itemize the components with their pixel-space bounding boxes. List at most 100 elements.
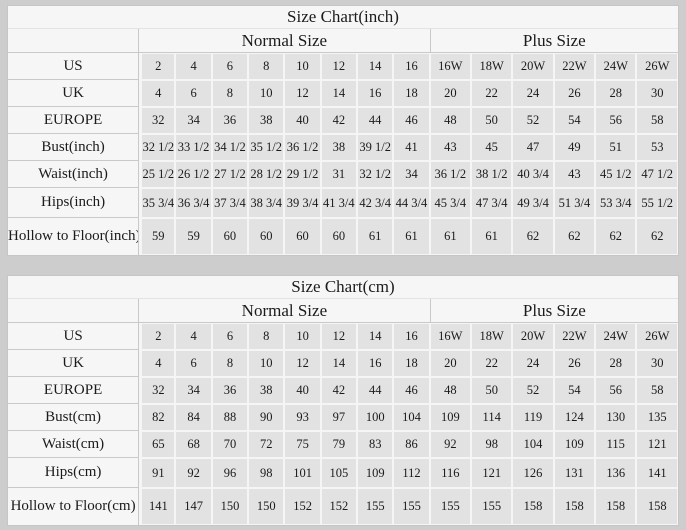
size-value-cell: 131 <box>553 458 596 488</box>
row-label: US <box>8 323 140 350</box>
size-value-cell: 98 <box>248 458 285 488</box>
size-value-cell: 155 <box>393 488 430 525</box>
size-value-cell: 42 3/4 <box>357 188 394 218</box>
size-value-cell: 26 <box>553 80 596 107</box>
size-value-cell: 49 <box>553 134 596 161</box>
size-value-cell: 10 <box>248 80 285 107</box>
table-row: Hollow to Floor(inch) 59 59 60 60 60 60 61 61 61 6… <box>8 218 678 255</box>
size-value-cell: 6 <box>211 53 249 80</box>
size-value-cell: 24 <box>512 350 554 377</box>
table-row: EUROPE 32 34 36 38 40 42 44 46 48 50 52 54 56 58 <box>8 107 678 134</box>
size-value-cell: 26 1/2 <box>175 161 212 188</box>
group-spacer-cell <box>8 299 140 323</box>
size-value-cell: 150 <box>248 488 285 525</box>
size-value-cell: 10 <box>248 350 285 377</box>
size-value-cell: 51 3/4 <box>553 188 596 218</box>
size-value-cell: 104 <box>393 404 430 431</box>
size-value-cell: 36 1/2 <box>429 161 471 188</box>
size-value-cell: 28 <box>595 350 637 377</box>
size-value-cell: 30 <box>636 350 678 377</box>
size-value-cell: 20 <box>429 80 471 107</box>
size-value-cell: 109 <box>553 431 596 458</box>
size-value-cell: 96 <box>211 458 249 488</box>
size-value-cell: 136 <box>595 458 637 488</box>
size-value-cell: 59 <box>139 218 176 255</box>
row-label: Waist(cm) <box>8 431 140 458</box>
size-value-cell: 50 <box>471 377 513 404</box>
size-value-cell: 60 <box>211 218 249 255</box>
table-row: US 2 4 6 8 10 12 14 16 16W 18W 20W 22W 24W 26W <box>8 323 678 350</box>
size-value-cell: 38 3/4 <box>248 188 285 218</box>
size-value-cell: 61 <box>393 218 430 255</box>
size-value-cell: 14 <box>320 80 358 107</box>
size-value-cell: 6 <box>175 80 212 107</box>
size-value-cell: 58 <box>636 377 678 404</box>
size-value-cell: 48 <box>429 377 472 404</box>
size-value-cell: 82 <box>139 404 176 431</box>
size-value-cell: 60 <box>248 218 285 255</box>
size-value-cell: 62 <box>595 218 637 255</box>
size-value-cell: 24 <box>512 80 554 107</box>
size-value-cell: 115 <box>595 431 637 458</box>
size-value-cell: 158 <box>636 488 678 525</box>
size-value-cell: 61 <box>471 218 513 255</box>
size-value-cell: 109 <box>357 458 394 488</box>
size-value-cell: 51 <box>595 134 637 161</box>
size-value-cell: 6 <box>175 350 212 377</box>
size-value-cell: 32 <box>139 377 176 404</box>
size-value-cell: 54 <box>553 107 596 134</box>
size-chart-cm-body: US 2 4 6 8 10 12 14 16 16W 18W 20W 22W 24W 26W UK 4 6 8 10 1… <box>8 323 678 525</box>
size-value-cell: 141 <box>139 488 176 525</box>
size-value-cell: 36 <box>211 377 249 404</box>
size-value-cell: 26W <box>636 323 678 350</box>
row-label: US <box>8 53 140 80</box>
size-value-cell: 8 <box>248 53 285 80</box>
size-value-cell: 20 <box>429 350 472 377</box>
size-value-cell: 90 <box>248 404 285 431</box>
size-value-cell: 12 <box>284 350 321 377</box>
size-value-cell: 52 <box>512 107 554 134</box>
size-value-cell: 52 <box>512 377 554 404</box>
size-value-cell: 155 <box>357 488 394 525</box>
size-value-cell: 14 <box>357 53 394 80</box>
size-value-cell: 12 <box>320 323 358 350</box>
size-value-cell: 75 <box>284 431 321 458</box>
size-value-cell: 121 <box>471 458 513 488</box>
size-value-cell: 26W <box>636 53 678 80</box>
size-value-cell: 79 <box>320 431 358 458</box>
size-value-cell: 61 <box>429 218 471 255</box>
size-chart-inch-body: US 2 4 6 8 10 12 14 16 16W 18W 20W 22W 24W 26W UK 4 6 8 10 1… <box>8 53 678 255</box>
size-value-cell: 59 <box>175 218 212 255</box>
size-value-cell: 27 1/2 <box>211 161 249 188</box>
size-value-cell: 32 1/2 <box>139 134 176 161</box>
size-value-cell: 37 3/4 <box>211 188 249 218</box>
size-value-cell: 152 <box>320 488 358 525</box>
size-value-cell: 22W <box>553 53 596 80</box>
size-value-cell: 45 <box>471 134 513 161</box>
size-value-cell: 16 <box>357 80 394 107</box>
size-value-cell: 158 <box>595 488 637 525</box>
size-value-cell: 97 <box>320 404 358 431</box>
size-value-cell: 104 <box>512 431 554 458</box>
size-value-cell: 101 <box>284 458 321 488</box>
size-value-cell: 33 1/2 <box>175 134 212 161</box>
table-row: Hips(cm) 91 92 96 98 101 105 109 112 116 121 126 131… <box>8 458 678 488</box>
row-label: UK <box>8 80 140 107</box>
size-value-cell: 41 <box>393 134 430 161</box>
size-value-cell: 12 <box>284 80 321 107</box>
size-value-cell: 114 <box>471 404 513 431</box>
size-value-cell: 40 <box>284 377 321 404</box>
size-value-cell: 16W <box>429 323 472 350</box>
size-value-cell: 53 3/4 <box>595 188 637 218</box>
size-value-cell: 152 <box>284 488 321 525</box>
size-value-cell: 105 <box>320 458 358 488</box>
size-value-cell: 60 <box>284 218 321 255</box>
size-value-cell: 39 1/2 <box>357 134 394 161</box>
size-value-cell: 98 <box>471 431 513 458</box>
size-value-cell: 53 <box>636 134 678 161</box>
title-row: Size Chart(inch) <box>8 6 678 29</box>
size-value-cell: 8 <box>248 323 285 350</box>
table-row: Hollow to Floor(cm) 141 147 150 150 152 152 155… <box>8 488 678 525</box>
size-value-cell: 100 <box>357 404 394 431</box>
row-label: EUROPE <box>8 107 140 134</box>
